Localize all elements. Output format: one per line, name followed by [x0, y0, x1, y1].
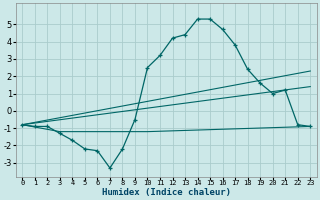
X-axis label: Humidex (Indice chaleur): Humidex (Indice chaleur) [102, 188, 231, 197]
